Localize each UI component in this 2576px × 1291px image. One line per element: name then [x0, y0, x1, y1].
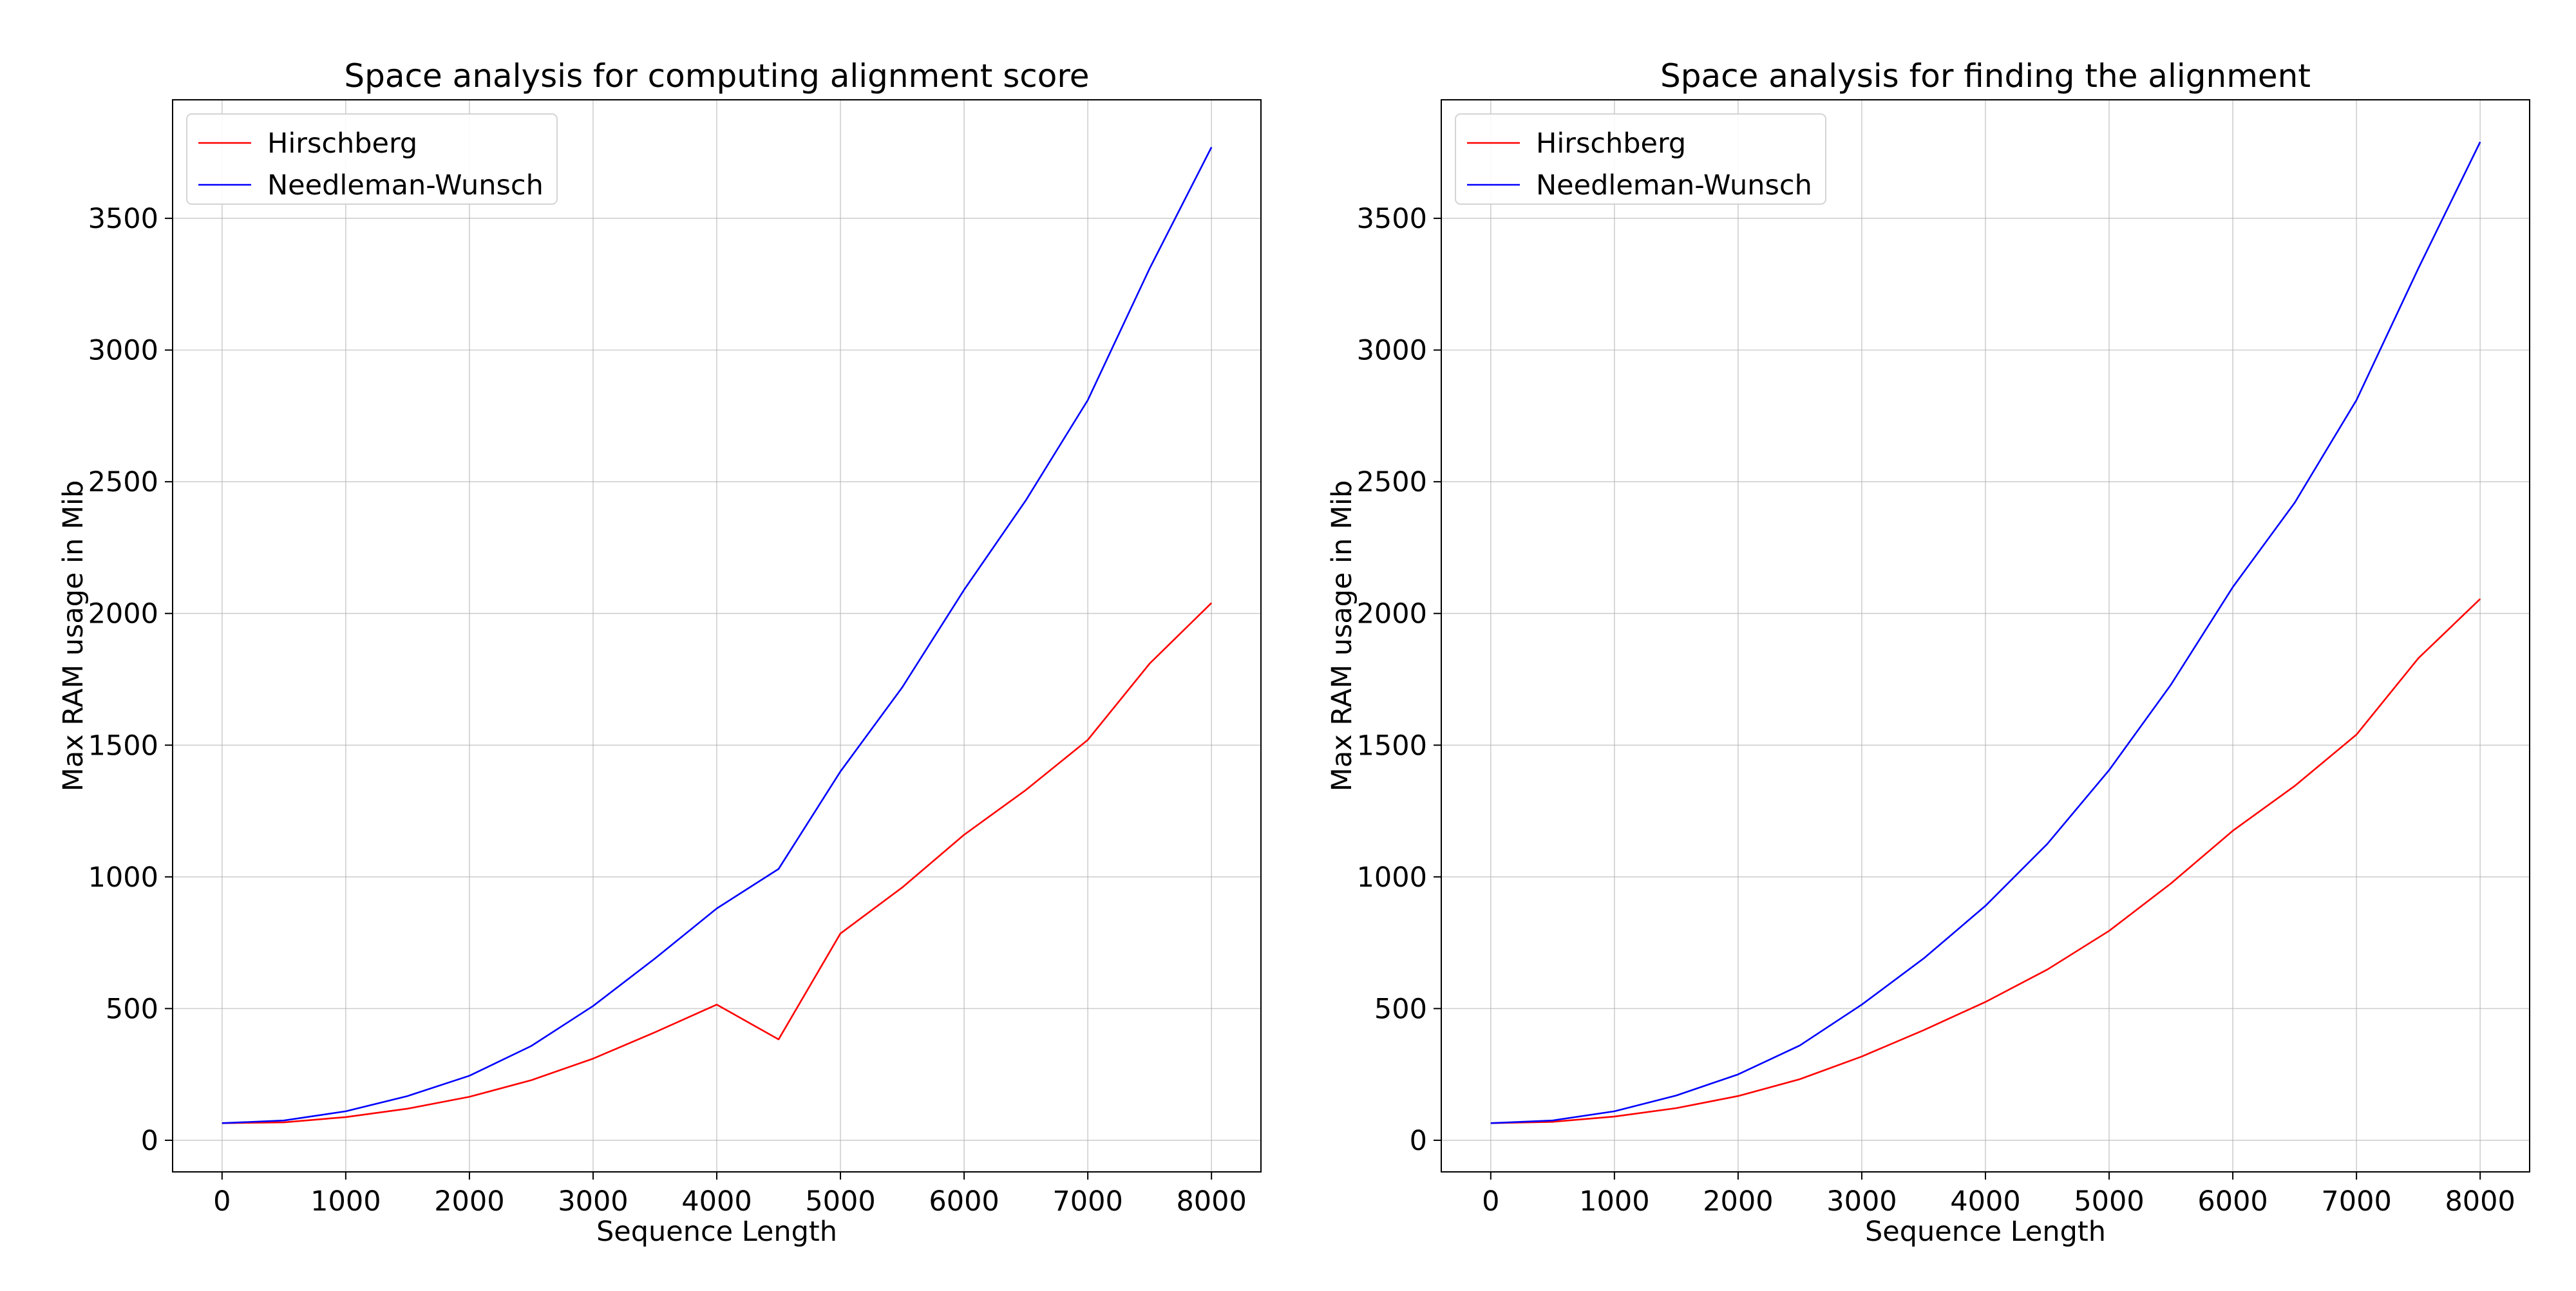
x-tick-label: 4000 — [1950, 1185, 2020, 1218]
series-line-hirschberg — [1490, 598, 2481, 1124]
x-tick-label: 7000 — [2321, 1185, 2391, 1218]
y-tick-label: 0 — [141, 1125, 158, 1157]
x-tick-label: 6000 — [2197, 1185, 2268, 1218]
grid — [173, 100, 1261, 1172]
legend: Hirschberg Needleman-Wunsch — [186, 113, 558, 205]
x-tick-label: 2000 — [434, 1185, 504, 1218]
y-tick-label: 2500 — [88, 466, 158, 498]
y-tick-label: 1000 — [88, 862, 158, 894]
x-tick-label: 2000 — [1703, 1185, 1773, 1218]
y-tick-label: 3500 — [88, 203, 158, 235]
y-axis-label: Max RAM usage in Mib — [57, 480, 90, 792]
x-tick-label: 1000 — [1579, 1185, 1649, 1218]
y-tick-label: 1000 — [1357, 862, 1427, 894]
legend-label: Hirschberg — [267, 127, 417, 160]
legend-label: Needleman-Wunsch — [1536, 169, 1812, 202]
chart-title: Space analysis for finding the alignment — [1660, 57, 2311, 95]
chart-panel-finding-alignment: 0 1000 2000 3000 4000 5000 6000 7000 8000 0 500 100… — [1326, 57, 2530, 1248]
chart-panel-alignment-score: 0 1000 2000 3000 4000 5000 6000 7000 8000 0 500 100… — [57, 57, 1262, 1248]
x-tick-label: 3000 — [558, 1185, 628, 1218]
y-tick-label: 500 — [1374, 993, 1427, 1025]
legend-label: Needleman-Wunsch — [267, 169, 544, 202]
series-line-hirschberg — [222, 602, 1213, 1124]
legend: Hirschberg Needleman-Wunsch — [1455, 113, 1826, 205]
y-tick-label: 2500 — [1357, 466, 1427, 498]
x-tick-label: 1000 — [310, 1185, 381, 1218]
legend-box — [186, 113, 558, 205]
y-tick-label: 500 — [106, 993, 158, 1025]
x-tick-label: 6000 — [929, 1185, 999, 1218]
series-line-needleman-wunsch — [1490, 141, 2481, 1124]
x-tick-label: 0 — [1482, 1185, 1499, 1218]
y-tick-label: 3000 — [88, 335, 158, 367]
x-tick-label: 8000 — [2445, 1185, 2515, 1218]
x-tick-label: 8000 — [1176, 1185, 1246, 1218]
x-tick-label: 7000 — [1052, 1185, 1122, 1218]
y-tick-label: 1500 — [1357, 730, 1427, 762]
grid — [1441, 100, 2530, 1172]
y-tick-label: 0 — [1410, 1125, 1427, 1157]
chart-title: Space analysis for computing alignment s… — [344, 57, 1089, 95]
legend-label: Hirschberg — [1536, 127, 1686, 160]
x-tick-label: 3000 — [1826, 1185, 1897, 1218]
x-tick-label: 5000 — [805, 1185, 875, 1218]
series-line-needleman-wunsch — [222, 147, 1213, 1124]
x-tick-label: 4000 — [681, 1185, 752, 1218]
y-tick-label: 3500 — [1357, 203, 1427, 235]
y-axis-label: Max RAM usage in Mib — [1326, 480, 1358, 792]
y-tick-label: 3000 — [1357, 335, 1427, 367]
x-tick-label: 0 — [213, 1185, 231, 1218]
y-tick-label: 2000 — [88, 598, 158, 630]
legend-box — [1455, 113, 1826, 205]
y-tick-label: 1500 — [88, 730, 158, 762]
x-axis-label: Sequence Length — [596, 1216, 837, 1248]
x-axis-label: Sequence Length — [1865, 1216, 2106, 1248]
x-tick-label: 5000 — [2074, 1185, 2144, 1218]
y-tick-label: 2000 — [1357, 598, 1427, 630]
